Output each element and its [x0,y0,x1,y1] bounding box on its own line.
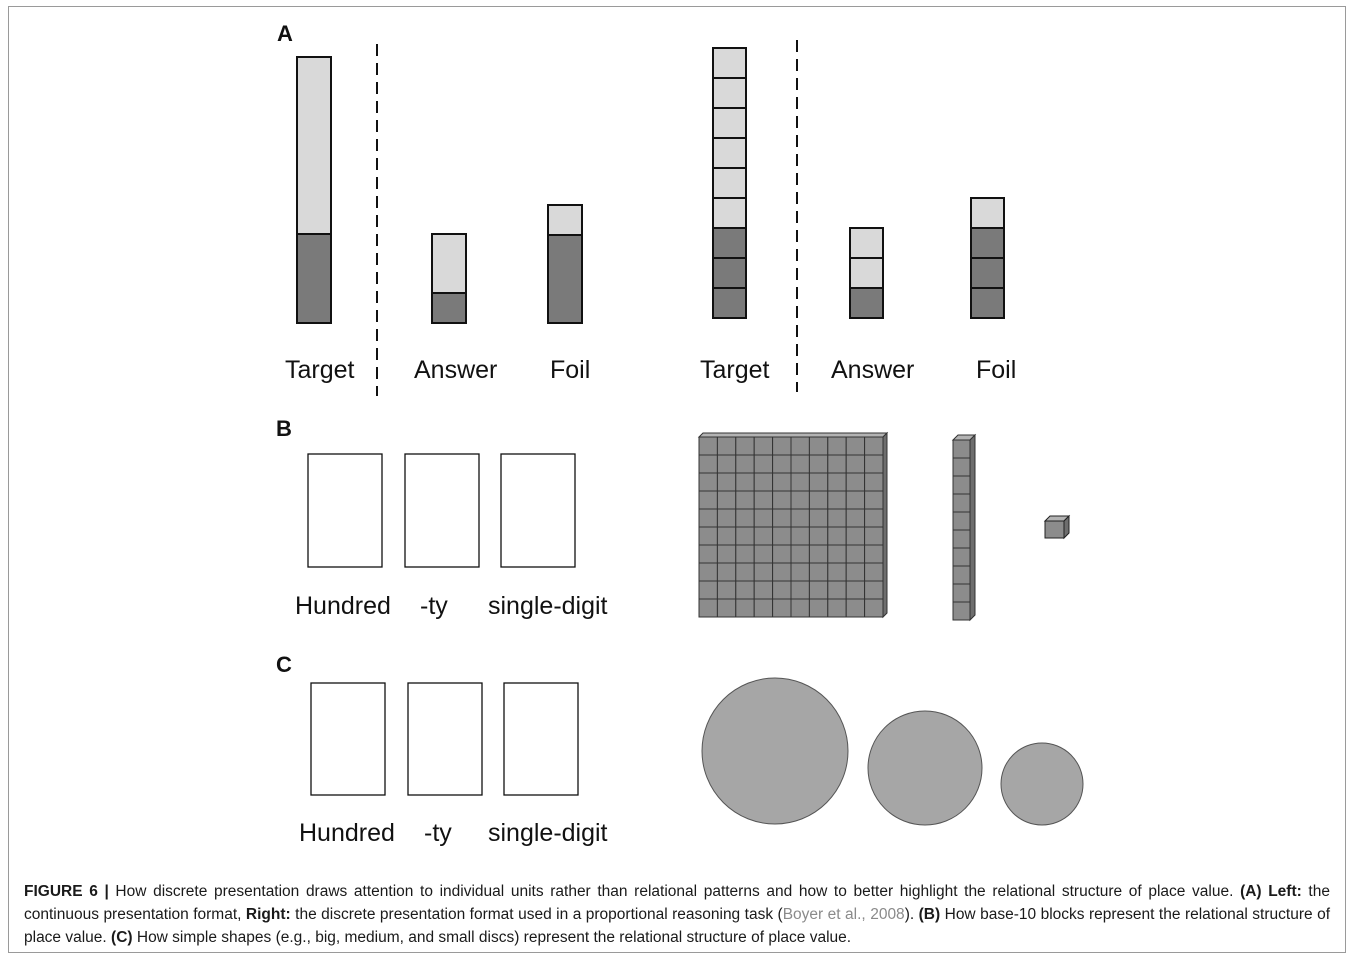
right-target-label: Target [700,356,770,384]
target-unit-5 [712,167,747,199]
small-disc [1000,742,1084,826]
figure-caption: FIGURE 6 | How discrete presentation dra… [24,880,1330,949]
caption-right-label: Right: [245,906,291,923]
caption-citation-link[interactable]: Boyer et al., 2008 [782,906,905,923]
caption-right-text: the discrete presentation format used in… [290,906,783,923]
caption-c-text: How simple shapes (e.g., big, medium, an… [132,929,852,946]
figure-frame [8,6,1346,953]
caption-b-label: (B) [918,906,941,923]
c-ty-label: -ty [424,819,452,847]
target-unit-3 [712,227,747,259]
target-bar-light [296,56,332,235]
b-ty-label: -ty [420,592,448,620]
right-answer-label: Answer [831,356,914,384]
target-unit-1 [712,287,747,319]
target-unit-7 [712,107,747,139]
b-single-digit-label: single-digit [488,592,608,620]
target-unit-2 [712,257,747,289]
left-foil-label: Foil [550,356,590,384]
foil-unit-3 [970,227,1005,259]
left-target-label: Target [285,356,355,384]
caption-after-citation: ). [904,906,919,923]
c-hundred-box [310,682,386,796]
caption-b-text: How base-10 blocks represent the relatio… [24,906,1330,946]
big-disc [701,677,849,825]
answer-bar-dark [431,292,467,324]
caption-a-label: (A) Left: [1240,883,1302,900]
foil-bar-dark [547,234,583,324]
caption-intro: How discrete presentation draws attentio… [108,883,1241,900]
c-ty-box [407,682,483,796]
c-single-digit-label: single-digit [488,819,608,847]
target-unit-8 [712,77,747,109]
target-bar-dark [296,233,332,324]
foil-unit-4 [970,197,1005,229]
c-hundred-label: Hundred [299,819,395,847]
discrete-format [712,47,1005,319]
panel-b-letter: B [276,416,292,441]
foil-bar-light [547,204,583,236]
foil-unit-2 [970,257,1005,289]
panel-a-letter: A [277,21,293,46]
b-hundred-label: Hundred [295,592,391,620]
foil-unit-1 [970,287,1005,319]
continuous-format [296,56,583,324]
left-answer-label: Answer [414,356,497,384]
answer-unit-3 [849,227,884,259]
caption-c-label: (C) [111,929,133,946]
caption-figure-label: FIGURE 6 | [24,883,109,900]
ten-rod-block [951,433,977,622]
target-unit-9 [712,47,747,79]
right-foil-label: Foil [976,356,1016,384]
answer-unit-2 [849,257,884,289]
unit-cube-block [1043,514,1071,540]
caption-a-text: the continuous presentation format, [24,883,1330,923]
target-unit-6 [712,137,747,169]
single-digit-box [500,453,576,568]
target-unit-4 [712,197,747,229]
figure-illustration: A Target Answer Foil Target Answer Foil … [276,21,1084,847]
answer-bar-light [431,233,467,294]
panel-c-letter: C [276,652,292,677]
hundred-flat-block [697,431,889,619]
answer-unit-1 [849,287,884,319]
hundred-box [307,453,383,568]
ty-box [404,453,480,568]
medium-disc [867,710,983,826]
c-single-digit-box [503,682,579,796]
